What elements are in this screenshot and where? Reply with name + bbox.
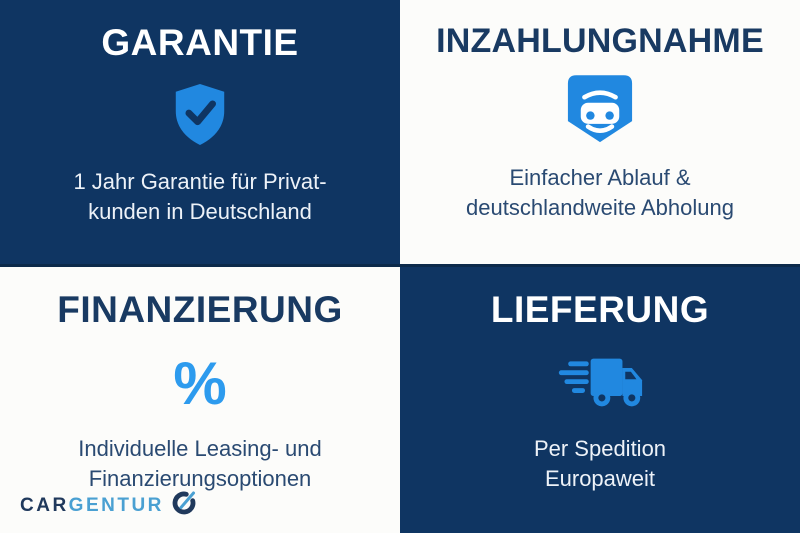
garantie-line-2: kunden in Deutschland xyxy=(88,198,312,224)
garantie-description: 1 Jahr Garantie für Privat- kunden in De… xyxy=(73,167,326,227)
finanzierung-line-1: Individuelle Leasing- und xyxy=(78,435,322,461)
cargentur-logo: CARGENTUR xyxy=(20,490,197,521)
inzahlungnahme-line-1: Einfacher Ablauf & xyxy=(509,165,691,191)
lieferung-line-2: Europaweit xyxy=(544,465,656,491)
logo-part-car: CAR xyxy=(20,494,69,516)
finanzierung-line-2: Finanzierungsoptionen xyxy=(88,465,312,491)
inzahlungnahme-description: Einfacher Ablauf & deutschlandweite Abho… xyxy=(466,163,734,223)
truck-icon xyxy=(553,340,647,424)
percent-symbol: % xyxy=(173,349,227,417)
quadrant-inzahlungnahme: INZAHLUNGNAHME Einfacher Ablauf & deutsc… xyxy=(400,0,800,264)
shield-check-icon xyxy=(169,73,231,157)
logo-part-gentur: GENTUR xyxy=(68,494,164,516)
lieferung-line-1: Per Spedition xyxy=(533,435,667,461)
garantie-title: GARANTIE xyxy=(101,22,299,63)
percent-icon: % xyxy=(173,340,226,424)
lieferung-title: LIEFERUNG xyxy=(490,289,710,330)
finanzierung-description: Individuelle Leasing- und Finanzierungso… xyxy=(78,434,321,494)
finanzierung-title: FINANZIERUNG xyxy=(57,289,343,330)
quadrant-finanzierung: FINANZIERUNG % Individuelle Leasing- und… xyxy=(0,267,400,533)
car-badge-icon xyxy=(567,69,633,153)
cargentur-c-mark-icon xyxy=(171,490,197,521)
garantie-line-1: 1 Jahr Garantie für Privat- xyxy=(73,168,327,194)
quadrant-lieferung: LIEFERUNG Per Spedition Europaweit xyxy=(400,267,800,533)
horizontal-divider xyxy=(0,264,800,267)
inzahlungnahme-title: INZAHLUNGNAHME xyxy=(436,22,764,60)
quadrant-garantie: GARANTIE 1 Jahr Garantie für Privat- kun… xyxy=(0,0,400,264)
cargentur-wordmark: CARGENTUR xyxy=(20,495,164,517)
lieferung-description: Per Spedition Europaweit xyxy=(534,434,666,494)
inzahlungnahme-line-2: deutschlandweite Abholung xyxy=(466,195,734,221)
